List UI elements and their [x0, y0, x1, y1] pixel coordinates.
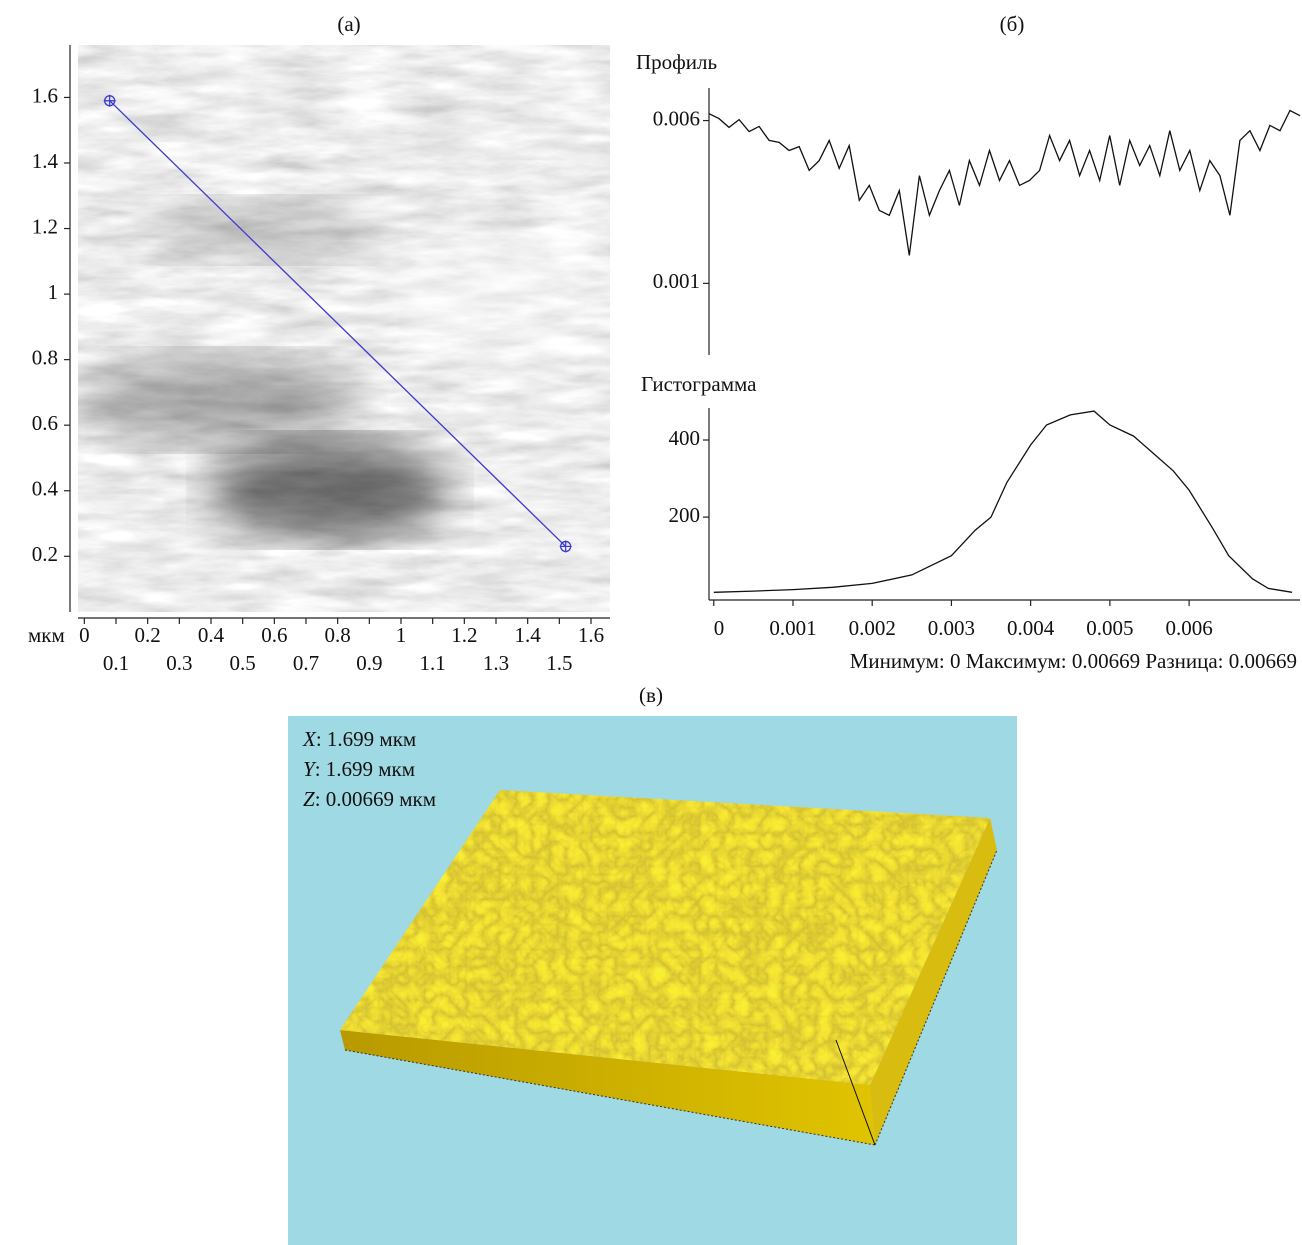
surface-info: Y: 1.699 мкм — [303, 757, 415, 781]
y-tick-label: 1 — [48, 280, 59, 304]
x-tick-label: 1.5 — [546, 651, 572, 675]
profile-line — [109, 100, 567, 547]
x-tick-label: 1 — [396, 623, 407, 647]
panel-label: (а) — [337, 12, 360, 36]
x-tick-label: 0.6 — [261, 623, 287, 647]
x-tick-label: 1.1 — [420, 651, 446, 675]
axis-name: X — [302, 727, 317, 751]
y-tick-label: 0.6 — [32, 411, 58, 435]
y-tick-label: 1.6 — [32, 83, 58, 107]
surface-edge — [874, 849, 998, 1146]
surface-edge — [835, 1039, 876, 1146]
line-endpoint — [103, 94, 116, 107]
y-tick-label: 0.8 — [32, 345, 58, 369]
surface-info: X: 1.699 мкм — [302, 727, 416, 751]
x-tick-label: 1.3 — [483, 651, 509, 675]
surface-side — [870, 818, 997, 1145]
y-tick-label: 400 — [669, 426, 701, 450]
panel-label: (б) — [1000, 12, 1025, 36]
axis-size: : 1.699 мкм — [316, 727, 416, 751]
endpoint-cross — [559, 540, 572, 553]
y-tick-label: 0.4 — [32, 477, 59, 501]
x-tick-label: 0.7 — [293, 651, 319, 675]
y-tick-label: 0.006 — [653, 106, 700, 130]
x-tick-label: 1.2 — [451, 623, 477, 647]
surface-edge — [344, 1049, 876, 1146]
x-tick-label: 0.8 — [325, 623, 351, 647]
histogram-line — [713, 410, 1293, 593]
x-tick-label: 1.6 — [578, 623, 604, 647]
y-tick-label: 0.001 — [653, 269, 700, 293]
x-tick-label: 0.004 — [1007, 616, 1055, 640]
x-tick-label: 0.002 — [849, 616, 896, 640]
x-tick-label: 0.5 — [230, 651, 256, 675]
panel-label: (в) — [639, 683, 663, 707]
y-tick-label: 1.4 — [32, 149, 59, 173]
x-tick-label: 0.005 — [1086, 616, 1133, 640]
y-tick-label: 0.2 — [32, 542, 58, 566]
surface-info: Z: 0.00669 мкм — [303, 787, 436, 811]
axis-name: Z — [303, 787, 315, 811]
x-tick-label: 0 — [79, 623, 90, 647]
line-endpoint — [559, 540, 572, 553]
x-tick-label: 0.4 — [198, 623, 225, 647]
x-tick-label: 0.001 — [769, 616, 816, 640]
x-tick-label: 1.4 — [515, 623, 542, 647]
x-unit: мкм — [28, 623, 65, 647]
x-tick-label: 0.003 — [928, 616, 975, 640]
endpoint-cross — [103, 94, 116, 107]
chart-title: Гистограмма — [641, 372, 757, 396]
axis-name: Y — [303, 757, 317, 781]
x-tick-label: 0.1 — [103, 651, 129, 675]
axis-size: : 1.699 мкм — [315, 757, 415, 781]
stats: Минимум: 0 Максимум: 0.00669 Разница: 0.… — [850, 649, 1297, 673]
x-tick-label: 0.2 — [135, 623, 161, 647]
surface-side — [340, 1030, 875, 1145]
y-tick-label: 200 — [669, 503, 701, 527]
x-tick-label: 0.9 — [356, 651, 382, 675]
chart-title: Профиль — [636, 50, 717, 74]
x-tick-label: 0.006 — [1165, 616, 1212, 640]
x-tick-label: 0 — [714, 616, 725, 640]
afm-image — [78, 45, 610, 612]
y-tick-label: 1.2 — [32, 214, 58, 238]
x-tick-label: 0.3 — [166, 651, 192, 675]
profile-line — [708, 109, 1301, 256]
axis-size: : 0.00669 мкм — [315, 787, 436, 811]
